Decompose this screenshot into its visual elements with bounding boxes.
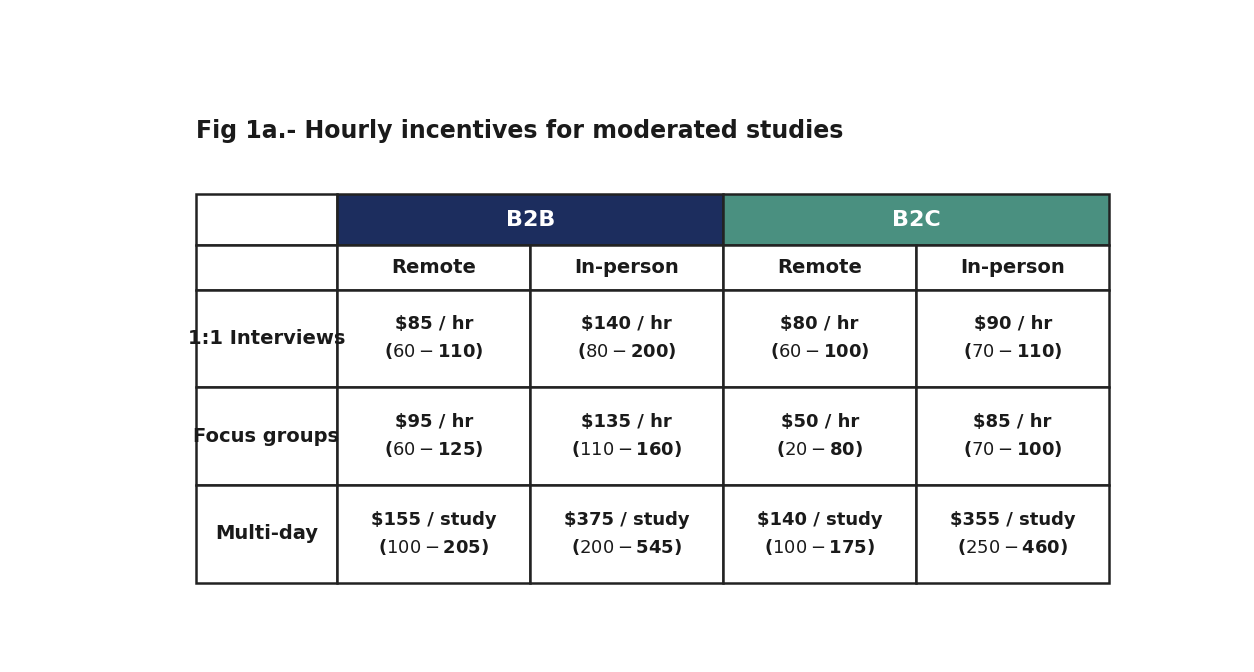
Bar <box>337 387 530 485</box>
Text: $135 / hr
($110 - $160): $135 / hr ($110 - $160) <box>572 413 682 459</box>
Text: $140 / hr
($80 - $200): $140 / hr ($80 - $200) <box>577 315 676 362</box>
Bar <box>724 485 917 583</box>
Text: B2C: B2C <box>892 210 940 230</box>
Bar <box>196 290 337 387</box>
Bar <box>724 194 1110 245</box>
Bar <box>337 245 530 290</box>
Bar <box>530 485 724 583</box>
Bar <box>196 485 337 583</box>
Text: $155 / study
($100 - $205): $155 / study ($100 - $205) <box>371 511 497 556</box>
Bar <box>530 245 724 290</box>
Text: In-person: In-person <box>574 258 680 277</box>
Text: Remote: Remote <box>391 258 477 277</box>
Text: B2B: B2B <box>505 210 556 230</box>
Text: $90 / hr
($70 - $110): $90 / hr ($70 - $110) <box>963 315 1062 362</box>
Bar <box>917 387 1110 485</box>
Text: $95 / hr
($60 - $125): $95 / hr ($60 - $125) <box>384 413 484 459</box>
Bar <box>917 290 1110 387</box>
Text: $85 / hr
($70 - $100): $85 / hr ($70 - $100) <box>963 413 1062 459</box>
Text: Focus groups: Focus groups <box>193 427 340 446</box>
Text: $375 / study
($200 - $545): $375 / study ($200 - $545) <box>564 511 690 556</box>
Text: 1:1 Interviews: 1:1 Interviews <box>188 329 345 348</box>
Bar <box>724 290 917 387</box>
Text: $355 / study
($250 - $460): $355 / study ($250 - $460) <box>949 511 1076 556</box>
Bar <box>337 290 530 387</box>
Bar <box>196 387 337 485</box>
Text: Fig 1a.- Hourly incentives for moderated studies: Fig 1a.- Hourly incentives for moderated… <box>196 119 843 142</box>
Text: Remote: Remote <box>777 258 861 277</box>
Text: $50 / hr
($20 - $80): $50 / hr ($20 - $80) <box>776 413 863 459</box>
Bar <box>196 245 337 290</box>
Bar <box>530 290 724 387</box>
Text: Multi-day: Multi-day <box>214 524 319 543</box>
Bar <box>724 387 917 485</box>
Bar <box>917 485 1110 583</box>
Bar <box>724 245 917 290</box>
Bar <box>196 194 337 245</box>
Text: $80 / hr
($60 - $100): $80 / hr ($60 - $100) <box>770 315 869 362</box>
Text: In-person: In-person <box>961 258 1065 277</box>
Bar <box>337 485 530 583</box>
Bar <box>917 245 1110 290</box>
Text: $140 / study
($100 - $175): $140 / study ($100 - $175) <box>757 511 883 556</box>
Bar <box>337 194 724 245</box>
Bar <box>530 387 724 485</box>
Text: $85 / hr
($60 - $110): $85 / hr ($60 - $110) <box>384 315 484 362</box>
